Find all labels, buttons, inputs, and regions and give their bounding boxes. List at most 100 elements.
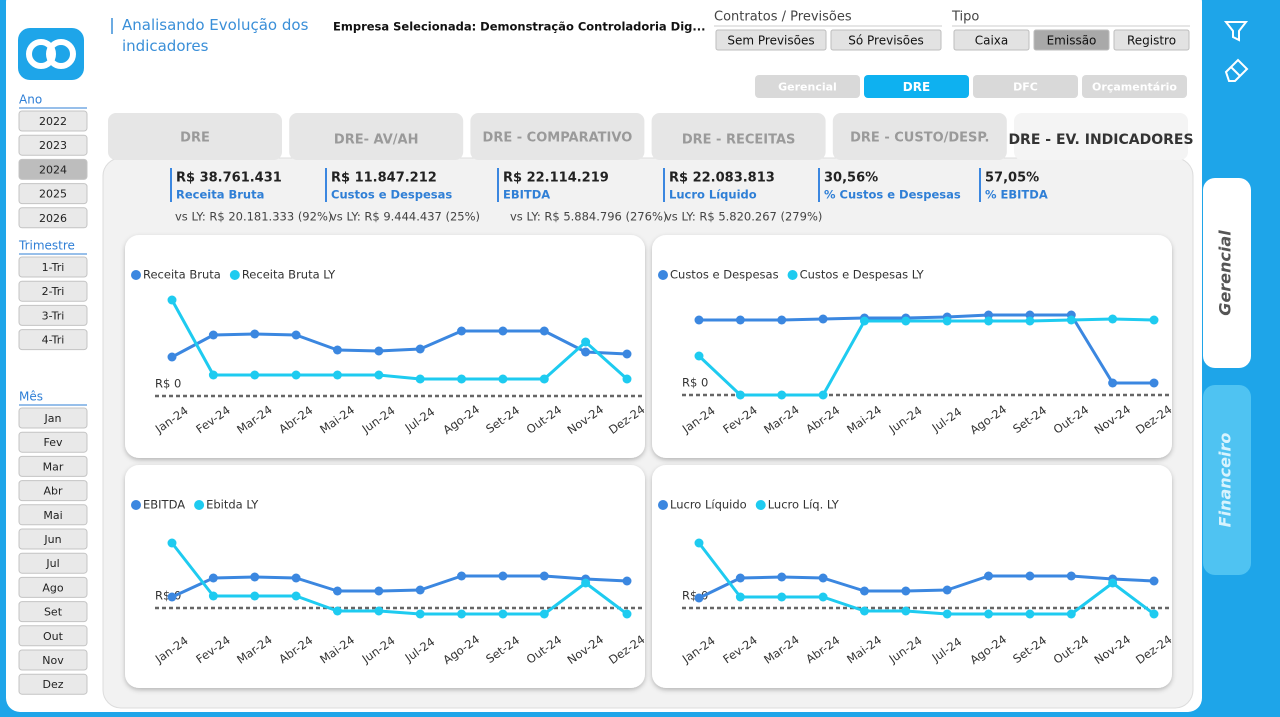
eraser-icon[interactable]	[1224, 58, 1249, 82]
slicer-button-label[interactable]: 2025	[39, 188, 67, 201]
filter-button[interactable]	[830, 29, 942, 51]
slicer-label: Ano	[19, 93, 42, 107]
slicer-button[interactable]	[18, 280, 88, 302]
slicer-button[interactable]	[18, 504, 88, 526]
slicer-button[interactable]	[18, 673, 88, 695]
filter-button-label[interactable]: Registro	[1127, 34, 1176, 48]
slicer-button-label[interactable]: Abr	[43, 485, 63, 498]
data-point	[942, 585, 952, 595]
nav-button-label[interactable]: Gerencial	[778, 81, 837, 94]
data-point	[818, 314, 828, 324]
legend-dot	[658, 500, 668, 510]
slicer-button[interactable]	[18, 183, 88, 205]
data-point	[694, 593, 704, 603]
slicer-button[interactable]	[18, 256, 88, 278]
legend-label: EBITDA	[143, 498, 185, 512]
nav-button-label[interactable]: DRE	[903, 80, 930, 94]
slicer-button[interactable]	[18, 207, 88, 229]
slicer-button[interactable]	[18, 158, 88, 180]
data-point	[622, 349, 632, 359]
filter-icon[interactable]	[1223, 21, 1249, 42]
filter-button[interactable]	[1033, 29, 1110, 51]
slicer-button-label[interactable]: Jan	[44, 412, 62, 425]
tab-label[interactable]: DRE - CUSTO/DESP.	[850, 131, 989, 146]
filter-button-label[interactable]: Só Previsões	[848, 34, 924, 48]
slicer-button-label[interactable]: Out	[43, 630, 64, 643]
filter-button-label[interactable]: Emissão	[1047, 34, 1097, 48]
nav-button[interactable]	[973, 75, 1078, 98]
slicer-button[interactable]	[18, 649, 88, 671]
slicer-button-label[interactable]: 2024	[39, 163, 67, 176]
data-point	[777, 390, 787, 400]
slicer-button[interactable]	[18, 528, 88, 550]
data-point	[250, 329, 260, 339]
tab-label[interactable]: DRE	[180, 131, 210, 146]
filter-button[interactable]	[715, 29, 827, 51]
slicer-button[interactable]	[18, 134, 88, 156]
slicer-button[interactable]	[18, 552, 88, 574]
filter-button-label[interactable]: Sem Previsões	[727, 34, 814, 48]
data-point	[498, 326, 508, 336]
slicer-button-label[interactable]: 2-Tri	[42, 285, 65, 298]
slicer-button-label[interactable]: 2023	[39, 139, 67, 152]
slicer-button-label[interactable]: Ago	[42, 581, 64, 594]
chart-card	[125, 465, 645, 688]
data-point	[901, 606, 911, 616]
slicer-button[interactable]	[18, 431, 88, 453]
slicer-button-label[interactable]: Dez	[42, 678, 63, 691]
data-point	[539, 571, 549, 581]
series-line	[697, 317, 1155, 397]
data-point	[539, 326, 549, 336]
filter-button-label[interactable]: Caixa	[975, 34, 1009, 48]
tab-label[interactable]: DRE- AV/AH	[334, 133, 419, 148]
kpi-comparison: vs LY: R$ 5.884.796 (276%)	[510, 210, 667, 224]
tab[interactable]	[289, 113, 464, 160]
slicer-button-label[interactable]: Jun	[43, 533, 61, 546]
tab-label[interactable]: DRE - EV. INDICADORES	[1008, 132, 1193, 148]
slicer-button-label[interactable]: Nov	[42, 654, 64, 667]
slicer-button[interactable]	[18, 576, 88, 598]
tab-label[interactable]: DRE - COMPARATIVO	[483, 131, 633, 146]
nav-button-label[interactable]: DFC	[1013, 81, 1038, 94]
tab[interactable]	[108, 113, 282, 160]
tab[interactable]	[470, 113, 645, 160]
slicer-button[interactable]	[18, 407, 88, 429]
slicer-button[interactable]	[18, 455, 88, 477]
tab[interactable]	[1014, 113, 1188, 160]
nav-button[interactable]	[755, 75, 860, 98]
slicer-button-label[interactable]: 1-Tri	[42, 261, 65, 274]
slicer-button[interactable]	[18, 601, 88, 623]
slicer-button-label[interactable]: Jul	[45, 557, 59, 570]
slicer-button-label[interactable]: Fev	[43, 436, 62, 449]
slicer-button[interactable]	[18, 110, 88, 132]
side-tab[interactable]	[1203, 385, 1251, 575]
slicer-button-label[interactable]: 3-Tri	[42, 309, 65, 322]
slicer-button[interactable]	[18, 329, 88, 351]
slicer-button-label[interactable]: 2022	[39, 115, 67, 128]
filter-button[interactable]	[953, 29, 1030, 51]
slicer-button[interactable]	[18, 625, 88, 647]
tab-label[interactable]: DRE - RECEITAS	[682, 133, 796, 148]
side-tab-label[interactable]: Gerencial	[1216, 230, 1235, 316]
data-point	[208, 370, 218, 380]
slicer-button-label[interactable]: 2026	[39, 212, 67, 225]
nav-button[interactable]	[1082, 75, 1187, 98]
kpi-value: R$ 38.761.431	[176, 171, 282, 186]
side-tab[interactable]	[1203, 178, 1251, 368]
slicer-button[interactable]	[18, 480, 88, 502]
tab[interactable]	[832, 113, 1007, 160]
slicer-button-label[interactable]: 4-Tri	[42, 334, 65, 347]
slicer-button-label[interactable]: Mar	[43, 460, 64, 473]
nav-button-label[interactable]: Orçamentário	[1092, 81, 1177, 94]
data-point	[250, 370, 260, 380]
tab[interactable]	[651, 113, 826, 160]
slicer-button-label[interactable]: Mai	[43, 509, 62, 522]
nav-button[interactable]	[864, 75, 969, 98]
data-point	[581, 578, 591, 588]
filter-button[interactable]	[1113, 29, 1190, 51]
slicer-button-label[interactable]: Set	[44, 606, 63, 619]
side-tab-label[interactable]: Financeiro	[1216, 433, 1235, 528]
slicer-button[interactable]	[18, 304, 88, 326]
data-point	[374, 606, 384, 616]
